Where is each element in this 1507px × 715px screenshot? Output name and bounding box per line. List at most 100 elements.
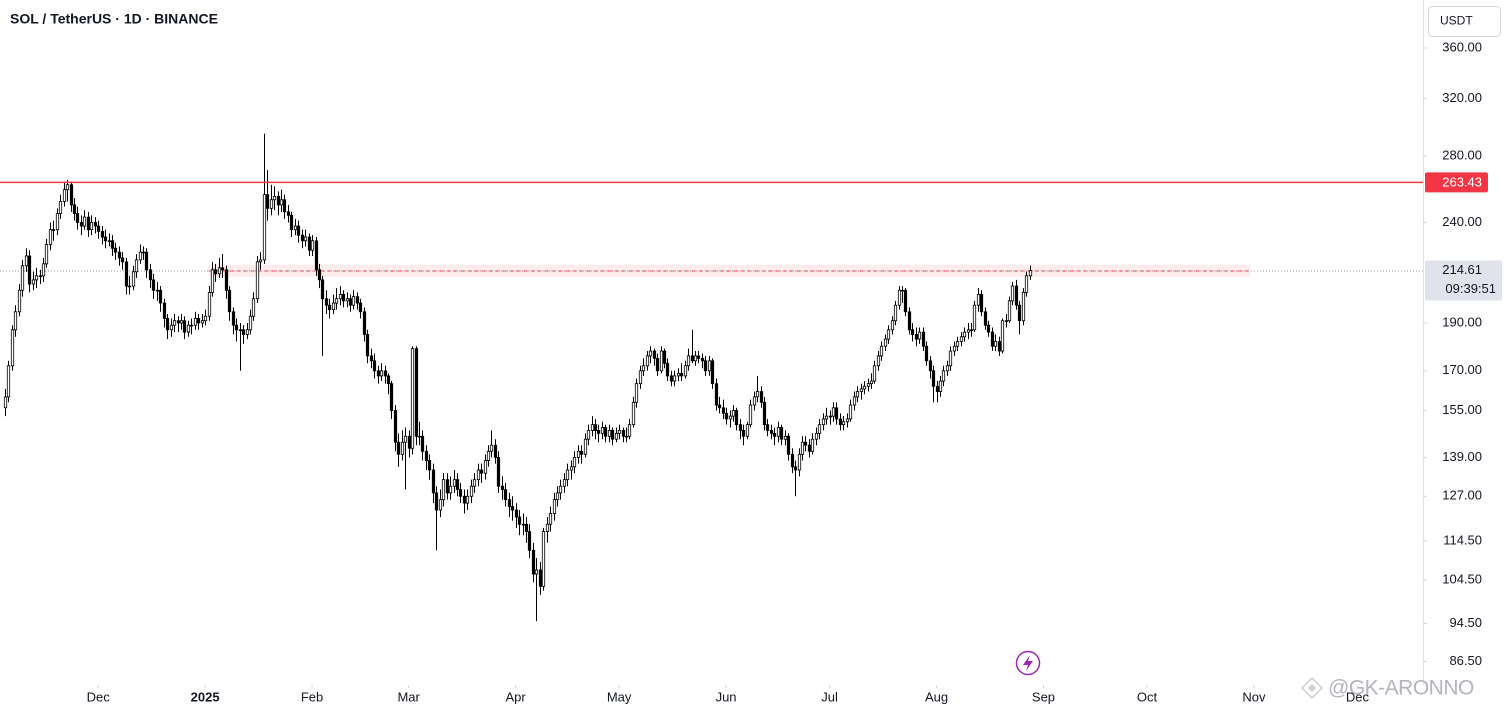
y-tick-label: 280.00 bbox=[1442, 148, 1482, 163]
candle-body bbox=[472, 479, 477, 487]
candle-body bbox=[276, 195, 281, 206]
candle-body bbox=[227, 289, 232, 313]
candle-body bbox=[452, 479, 457, 487]
candle-body bbox=[762, 401, 767, 426]
candle-body bbox=[427, 460, 432, 471]
candle-body bbox=[648, 350, 653, 357]
candle-body bbox=[234, 324, 239, 331]
candle-body bbox=[327, 304, 332, 310]
candle-body bbox=[769, 430, 774, 434]
candle-body bbox=[662, 350, 667, 364]
candle-body bbox=[872, 365, 877, 382]
y-tick-label: 170.00 bbox=[1442, 362, 1482, 377]
currency-button[interactable] bbox=[1428, 6, 1501, 37]
candle-body bbox=[828, 415, 833, 418]
candle-body bbox=[955, 341, 960, 347]
candle-body bbox=[262, 194, 267, 261]
candle-body bbox=[314, 240, 319, 271]
candle-body bbox=[986, 324, 991, 333]
y-tick-label: 320.00 bbox=[1442, 90, 1482, 105]
candle-body bbox=[800, 441, 805, 455]
candle-body bbox=[638, 370, 643, 385]
candle-body bbox=[300, 234, 305, 242]
candle-body bbox=[217, 267, 222, 275]
candle-body bbox=[531, 549, 536, 575]
candle-body bbox=[469, 485, 474, 497]
candle-body bbox=[765, 424, 770, 431]
chart-title: SOL / TetherUS · 1D · BINANCE bbox=[10, 11, 218, 27]
candle-body bbox=[683, 365, 688, 377]
candle-body bbox=[182, 320, 187, 333]
candle-body bbox=[783, 435, 788, 440]
candle-body bbox=[479, 469, 484, 474]
candle-body bbox=[579, 450, 584, 455]
candle-body bbox=[969, 329, 974, 332]
candle-body bbox=[172, 320, 177, 326]
alert-icon[interactable] bbox=[1015, 650, 1041, 676]
candle-body bbox=[107, 240, 112, 242]
candle-body bbox=[100, 231, 105, 238]
candle-body bbox=[821, 418, 826, 426]
candle-body bbox=[31, 279, 36, 285]
candle-body bbox=[665, 362, 670, 377]
candle-body bbox=[331, 302, 336, 310]
y-tick-label: 155.00 bbox=[1442, 402, 1482, 417]
candle-body bbox=[414, 348, 419, 437]
candle-body bbox=[803, 441, 808, 446]
candle-body bbox=[738, 424, 743, 431]
candle-body bbox=[269, 199, 274, 209]
candle-body bbox=[797, 453, 802, 471]
candle-body bbox=[772, 432, 777, 437]
candle-body bbox=[721, 407, 726, 414]
candle-body bbox=[541, 531, 546, 587]
candle-body bbox=[420, 435, 425, 452]
candle-body bbox=[207, 291, 212, 317]
candle-body bbox=[41, 263, 46, 277]
y-tick-label: 86.50 bbox=[1449, 653, 1482, 668]
candle-body bbox=[307, 236, 312, 251]
candle-body bbox=[286, 211, 291, 216]
candle-body bbox=[876, 355, 881, 367]
candle-body bbox=[483, 460, 488, 474]
candle-body bbox=[176, 320, 181, 324]
candle-body bbox=[935, 385, 940, 392]
candle-body bbox=[510, 506, 515, 511]
candle-body bbox=[741, 430, 746, 437]
candle-body bbox=[776, 427, 781, 437]
candle-body bbox=[610, 430, 615, 440]
candle-body bbox=[496, 457, 501, 487]
candle-body bbox=[189, 324, 194, 327]
candle-body bbox=[866, 383, 871, 387]
candle-body bbox=[841, 421, 846, 426]
candle-body bbox=[938, 380, 943, 392]
candle-body bbox=[465, 495, 470, 504]
candle-body bbox=[376, 370, 381, 377]
candle-body bbox=[258, 259, 263, 263]
candle-body bbox=[676, 372, 681, 377]
candle-body bbox=[445, 479, 450, 494]
candle-body bbox=[96, 225, 101, 232]
candle-body bbox=[345, 298, 350, 302]
candle-body bbox=[845, 418, 850, 423]
candle-body bbox=[928, 360, 933, 372]
candle-body bbox=[627, 424, 632, 437]
candle-body bbox=[20, 265, 25, 291]
candle-body bbox=[417, 435, 422, 438]
candle-body bbox=[703, 360, 708, 372]
candle-body bbox=[138, 251, 143, 261]
candle-body bbox=[317, 269, 322, 281]
candle-body bbox=[320, 279, 325, 300]
candle-body bbox=[1021, 291, 1026, 322]
x-tick-label: Sep bbox=[1032, 689, 1055, 704]
candle-body bbox=[458, 489, 463, 497]
candle-body bbox=[593, 424, 598, 431]
candle-body bbox=[921, 331, 926, 347]
candle-body bbox=[113, 247, 118, 253]
candle-body bbox=[245, 329, 250, 335]
candle-body bbox=[383, 370, 388, 377]
candle-body bbox=[3, 396, 8, 409]
candle-body bbox=[120, 257, 125, 263]
candle-body bbox=[448, 485, 453, 494]
candle-body bbox=[289, 214, 294, 231]
